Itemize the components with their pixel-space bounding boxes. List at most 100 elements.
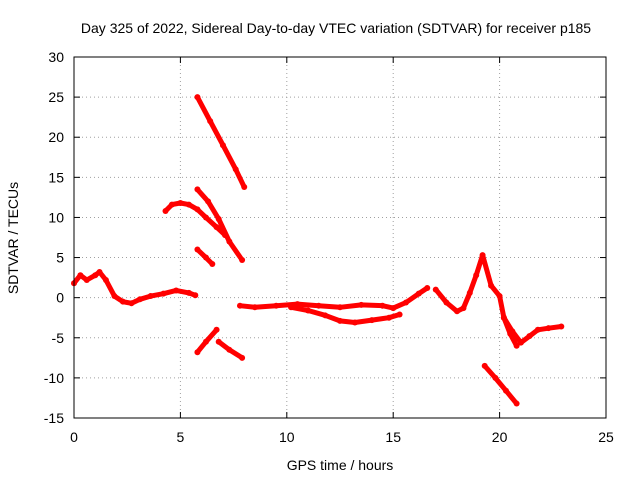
data-point: [111, 293, 118, 300]
data-point: [102, 277, 109, 284]
x-axis-label: GPS time / hours: [287, 457, 394, 473]
data-point: [213, 224, 220, 231]
data-point: [215, 338, 222, 345]
y-tick-label: 10: [48, 209, 64, 225]
data-point: [273, 302, 280, 309]
data-point: [215, 216, 222, 223]
data-point: [322, 312, 329, 319]
data-point: [162, 208, 169, 215]
data-point: [351, 319, 358, 326]
data-point: [205, 198, 212, 205]
data-point: [96, 268, 103, 275]
data-point: [251, 304, 258, 311]
data-point: [454, 308, 461, 315]
data-point: [239, 256, 246, 263]
data-point: [526, 333, 533, 340]
chart-title: Day 325 of 2022, Sidereal Day-to-day VTE…: [81, 20, 591, 36]
trace-diag-6-8h: [194, 186, 245, 263]
data-point: [202, 254, 209, 261]
data-point: [443, 299, 450, 306]
y-tick-label: -5: [52, 330, 65, 346]
data-point: [119, 298, 126, 305]
y-tick-label: 25: [48, 89, 64, 105]
data-point: [160, 290, 167, 297]
data-point: [513, 400, 520, 407]
data-point: [488, 282, 495, 289]
data-point: [502, 387, 509, 394]
y-tick-label: -10: [44, 370, 64, 386]
data-point: [473, 272, 480, 279]
data-point: [194, 246, 201, 253]
data-point: [466, 289, 473, 296]
data-point: [92, 272, 99, 279]
data-point: [460, 305, 467, 312]
y-tick-label: 0: [56, 290, 64, 306]
data-point: [213, 326, 220, 333]
y-tick-label: 5: [56, 250, 64, 266]
plot-frame: [73, 56, 607, 419]
data-point: [358, 301, 365, 308]
y-axis-label: SDTVAR / TECUs: [5, 182, 21, 294]
data-point: [337, 304, 343, 311]
data-point: [185, 201, 192, 208]
data-point: [202, 338, 209, 345]
data-point: [194, 349, 201, 356]
data-point: [83, 277, 90, 284]
y-tick-label: 20: [48, 129, 64, 145]
data-point: [368, 317, 375, 324]
data-point: [500, 314, 507, 321]
data-point: [128, 300, 135, 307]
data-point: [402, 299, 409, 306]
trace-neg-diag-19-21h: [482, 363, 520, 407]
data-point: [424, 285, 431, 292]
data-point: [226, 346, 233, 353]
data-point: [509, 328, 516, 335]
x-tick-label: 0: [70, 429, 78, 445]
data-point: [545, 325, 552, 332]
data-point: [315, 302, 322, 309]
data-point: [492, 374, 499, 381]
grid-lines: [74, 57, 606, 418]
data-point: [194, 94, 201, 101]
data-point: [168, 201, 175, 208]
y-tick-label: -15: [44, 410, 64, 426]
data-point: [194, 186, 201, 193]
x-axis-ticks: 0 5 10 15 20 25: [70, 57, 614, 445]
data-point: [177, 200, 184, 207]
data-point: [147, 293, 154, 300]
data-point: [385, 314, 392, 321]
data-point: [294, 301, 301, 308]
data-point: [481, 362, 488, 369]
data-point: [136, 296, 143, 303]
x-tick-label: 25: [598, 429, 614, 445]
data-point: [173, 287, 180, 294]
data-point: [534, 326, 541, 333]
data-point: [207, 118, 214, 125]
data-point: [390, 305, 397, 312]
data-point: [241, 183, 248, 190]
data-point: [337, 317, 343, 324]
data-point: [185, 289, 192, 296]
data-point: [219, 142, 226, 149]
y-tick-label: 15: [48, 169, 64, 185]
data-point: [192, 292, 199, 299]
y-axis-ticks: -15 -10 -5 0 5 10 15 20 25 30: [44, 49, 606, 426]
x-tick-label: 15: [385, 429, 401, 445]
data-point: [77, 272, 84, 279]
y-tick-label: 30: [48, 49, 64, 65]
data-point: [305, 307, 312, 314]
data-point: [432, 286, 439, 293]
data-point: [194, 206, 201, 213]
data-point: [517, 339, 524, 346]
data-point: [232, 166, 239, 173]
trace-mid-8-17h: [237, 285, 430, 311]
data-point: [558, 323, 565, 330]
data-point: [496, 293, 503, 300]
data-traces: [71, 94, 565, 407]
x-tick-label: 10: [279, 429, 295, 445]
data-point: [415, 290, 422, 297]
data-point: [513, 342, 520, 349]
data-point: [226, 238, 233, 245]
trace-steep-6-8h: [194, 94, 247, 190]
